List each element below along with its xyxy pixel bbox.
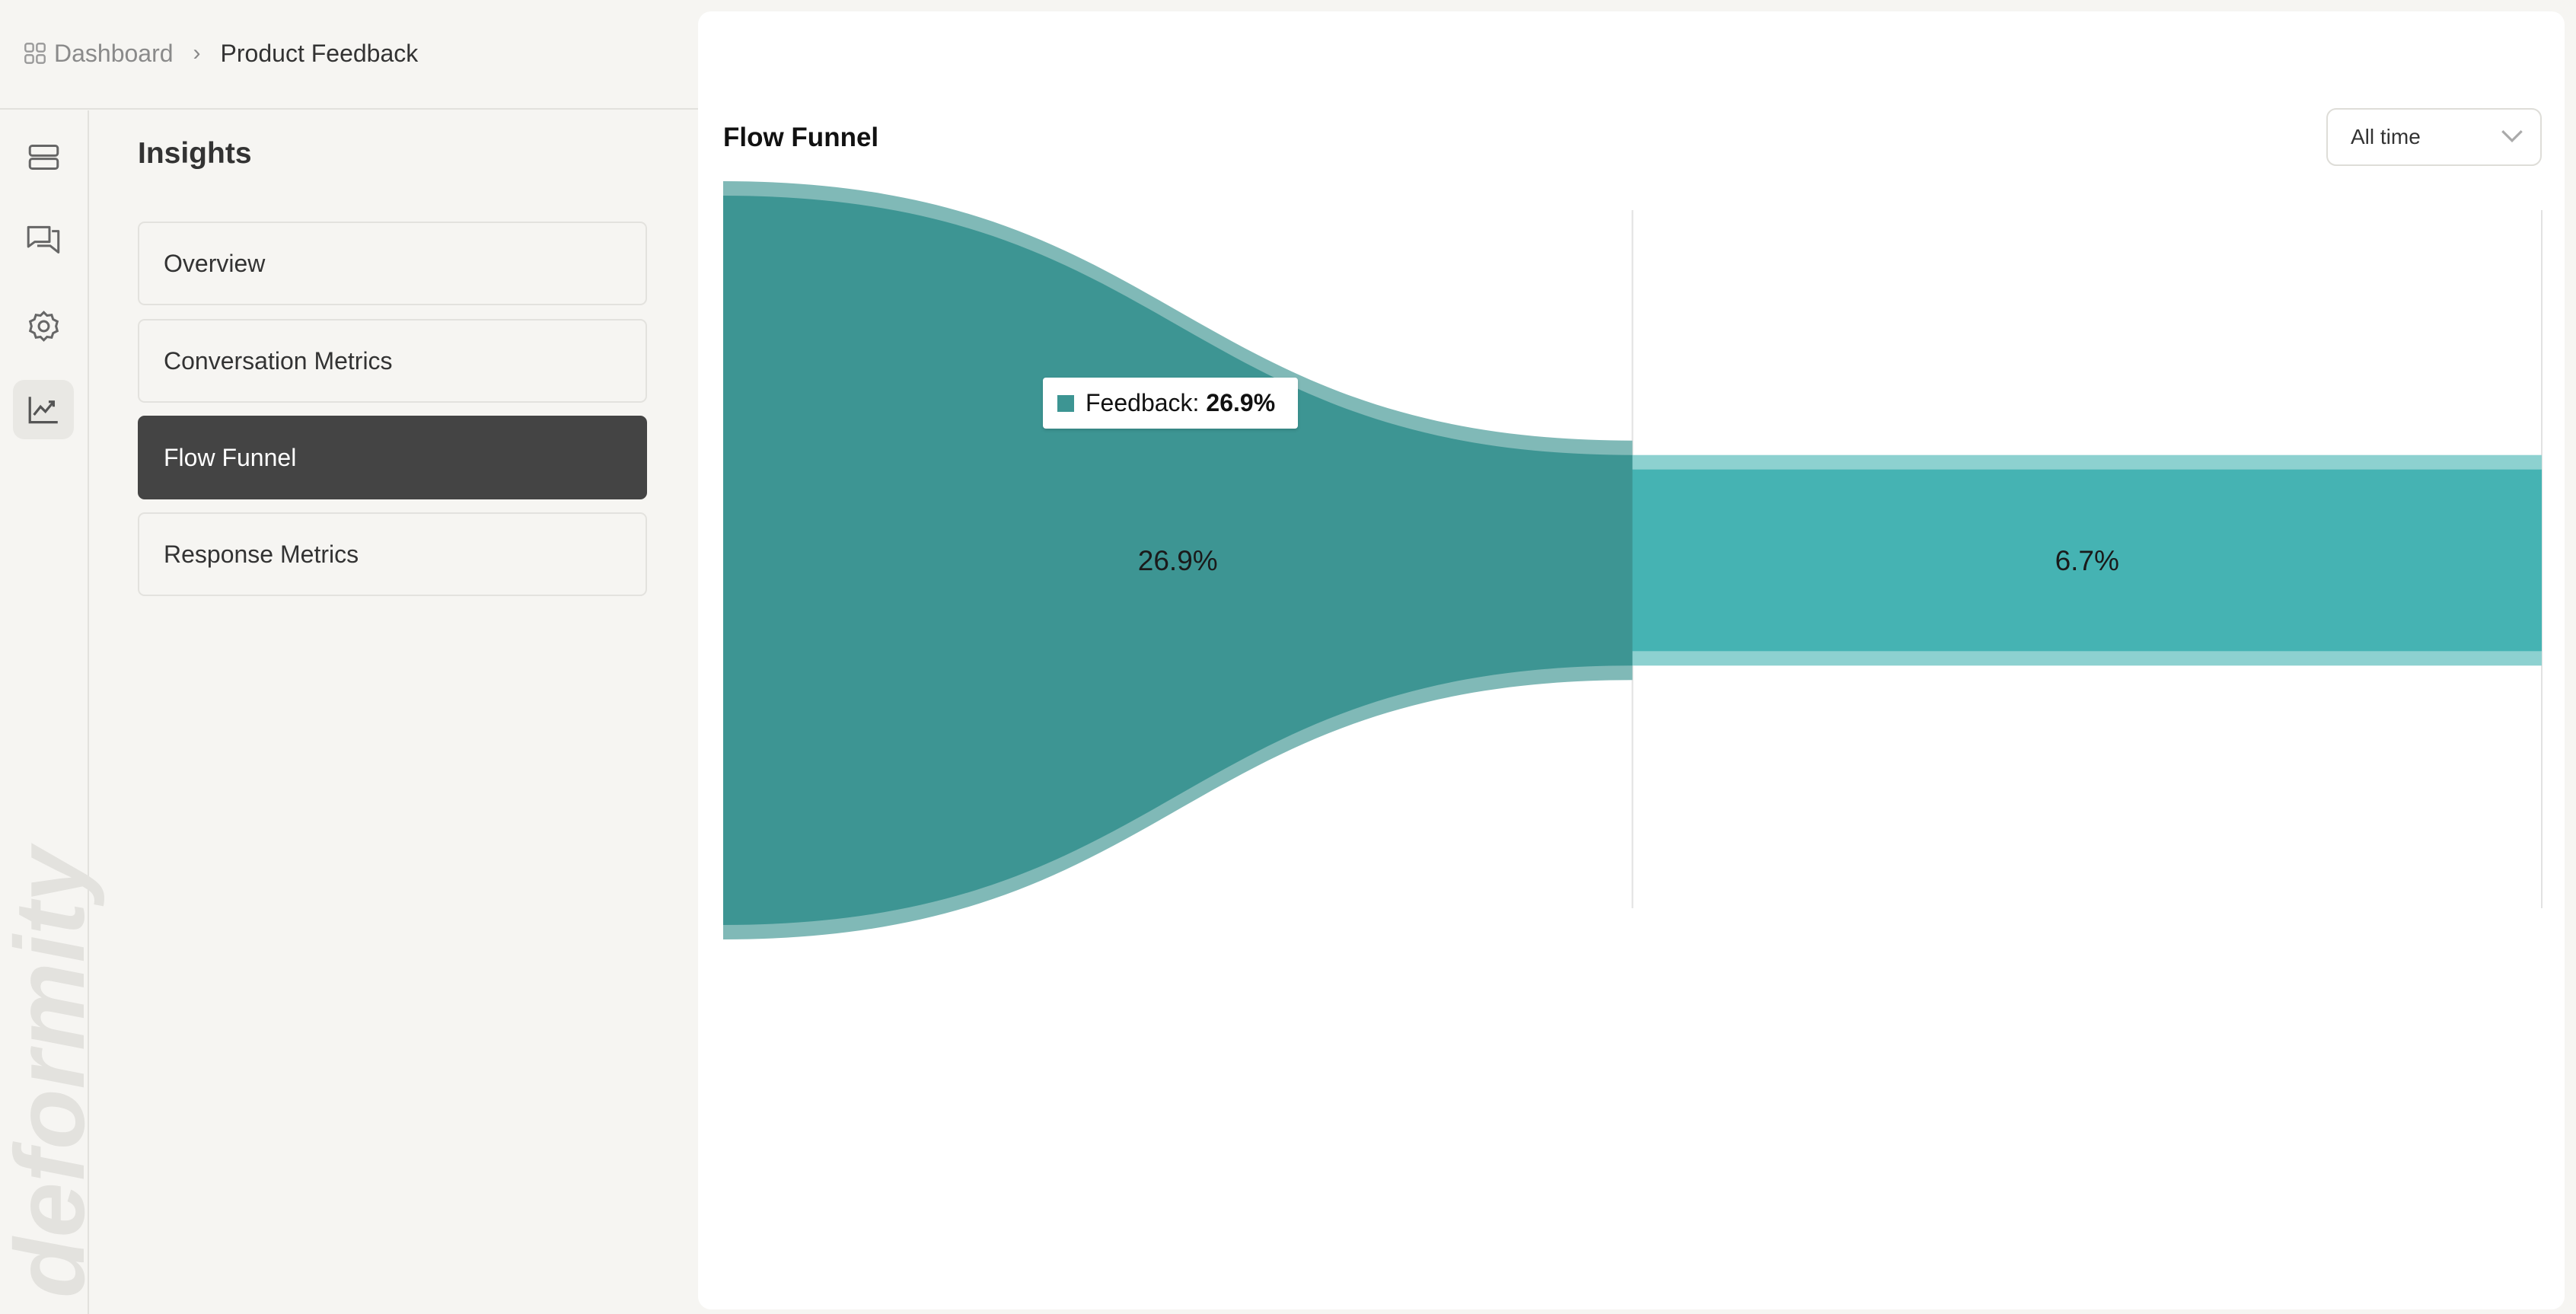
breadcrumb-dashboard[interactable]: Dashboard <box>54 40 174 67</box>
sidebar-title: Insights <box>138 137 252 170</box>
funnel-stage <box>1632 469 2542 652</box>
menu-item-overview[interactable]: Overview <box>138 222 647 305</box>
funnel-stage <box>723 196 1633 925</box>
icon-rail <box>0 110 89 1314</box>
breadcrumb: Dashboard › Product Feedback <box>24 38 418 69</box>
stage-value-label: 26.9% <box>1138 545 1218 576</box>
stage-value-label: 6.7% <box>2055 545 2119 576</box>
chevron-down-icon <box>2501 129 2523 143</box>
gear-icon[interactable] <box>13 296 74 356</box>
grid-icon <box>24 43 46 64</box>
divider <box>0 108 698 110</box>
chart-line-icon[interactable] <box>13 380 74 439</box>
rows-icon[interactable] <box>13 127 74 187</box>
menu-item-response-metrics[interactable]: Response Metrics <box>138 512 647 596</box>
breadcrumb-current: Product Feedback <box>220 40 419 67</box>
tooltip: Feedback: 26.9% <box>1043 378 1298 429</box>
tooltip-value: 26.9% <box>1206 389 1276 416</box>
chat-icon[interactable] <box>13 211 74 270</box>
time-range-select[interactable]: All time <box>2326 108 2542 166</box>
tooltip-label: Feedback: <box>1086 389 1200 416</box>
time-range-value: All time <box>2351 125 2421 148</box>
tooltip-swatch <box>1057 394 1074 412</box>
chevron-right-icon: › <box>193 40 201 65</box>
menu-item-flow-funnel[interactable]: Flow Funnel <box>138 416 647 499</box>
menu-item-conversation-metrics[interactable]: Conversation Metrics <box>138 319 647 403</box>
chart-title: Flow Funnel <box>723 123 879 152</box>
